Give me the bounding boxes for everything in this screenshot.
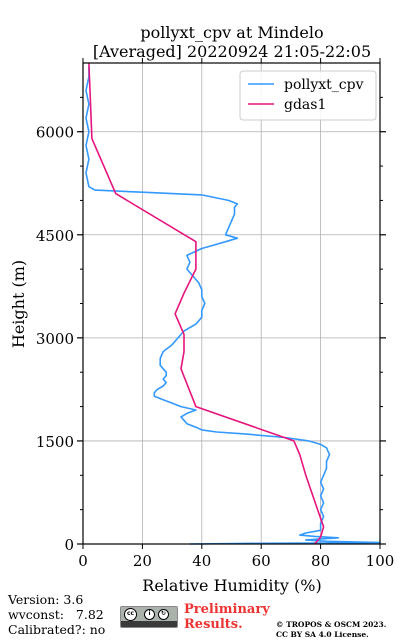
preliminary-text-line1: Preliminary (184, 602, 270, 617)
legend: pollyxt_cpv gdas1 (239, 70, 377, 121)
y-tick-label: 3000 (36, 330, 74, 348)
series-line-pollyxt_cpv (85, 66, 381, 545)
y-tick-label: 4500 (36, 227, 74, 245)
plot-frame (82, 62, 381, 545)
copyright-line2: CC BY SA 4.0 License. (276, 630, 369, 639)
x-tick-label: 40 (192, 552, 211, 570)
axis-ticks: 0 20 40 60 80 100 0 1500 3000 4500 6000 (36, 58, 395, 570)
x-tick-label: 100 (366, 552, 395, 570)
legend-label-gdas1: gdas1 (284, 97, 326, 113)
cc-license-icon: cc i ↻ (120, 606, 178, 628)
y-tick-label: 0 (64, 536, 74, 554)
y-axis-label: Height (m) (9, 260, 28, 348)
preliminary-text-line2: Results. (184, 617, 243, 632)
series-line-gdas1 (88, 62, 325, 545)
humidity-profile-chart: pollyxt_cpv at Mindelo [Averaged] 202209… (9, 23, 395, 595)
calibrated-text: Calibrated?: no (8, 622, 106, 637)
chart-title-line1: pollyxt_cpv at Mindelo (140, 23, 323, 42)
y-tick-label: 6000 (36, 124, 74, 142)
chart-title-line2: [Averaged] 20220924 21:05-22:05 (93, 42, 371, 61)
x-tick-label: 0 (78, 552, 88, 570)
series-layer (85, 62, 381, 545)
legend-label-pollyxt: pollyxt_cpv (284, 77, 364, 93)
x-tick-label: 80 (311, 552, 330, 570)
x-tick-label: 20 (133, 552, 152, 570)
grid (82, 63, 381, 545)
y-tick-label: 1500 (36, 433, 74, 451)
wvconst-text: wvconst: 7.82 (8, 607, 104, 622)
version-text: Version: 3.6 (8, 592, 84, 607)
copyright-line1: © TROPOS & OSCM 2023. (276, 620, 387, 629)
x-axis-label: Relative Humidity (%) (142, 576, 321, 595)
x-tick-label: 60 (252, 552, 271, 570)
